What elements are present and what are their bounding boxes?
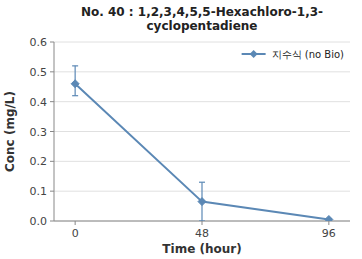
marker bbox=[71, 80, 79, 88]
marker bbox=[325, 216, 333, 221]
y-tick bbox=[50, 221, 54, 222]
x-tick-label: 48 bbox=[195, 227, 209, 240]
y-tick-label: 0.5 bbox=[30, 66, 48, 79]
x-axis-line bbox=[54, 221, 350, 222]
y-tick-label: 0.2 bbox=[30, 155, 48, 168]
grid-line bbox=[54, 101, 350, 102]
y-tick bbox=[50, 71, 54, 72]
y-tick-label: 0.1 bbox=[30, 185, 48, 198]
y-tick bbox=[50, 131, 54, 132]
legend-marker bbox=[250, 50, 258, 58]
y-tick bbox=[50, 161, 54, 162]
plot-area bbox=[71, 66, 333, 221]
x-tick bbox=[75, 221, 76, 225]
title: No. 40 : 1,2,3,4,5,5-Hexachloro-1,3-cycl… bbox=[81, 5, 323, 33]
chart-svg: No. 40 : 1,2,3,4,5,5-Hexachloro-1,3-cycl… bbox=[0, 0, 362, 259]
grid-line bbox=[54, 42, 350, 43]
legend-label: 지수식 (no Bio) bbox=[272, 49, 344, 60]
y-tick bbox=[50, 101, 54, 102]
y-tick-label: 0.6 bbox=[30, 36, 48, 49]
title-line: cyclopentadiene bbox=[146, 19, 257, 33]
error-cap bbox=[199, 220, 205, 221]
x-axis-label: Time (hour) bbox=[162, 242, 241, 256]
y-tick bbox=[50, 42, 54, 43]
y-tick-label: 0.4 bbox=[30, 96, 48, 109]
chart-container: No. 40 : 1,2,3,4,5,5-Hexachloro-1,3-cycl… bbox=[0, 0, 362, 259]
error-cap bbox=[72, 65, 78, 66]
grid-line bbox=[54, 161, 350, 162]
x-tick-label: 0 bbox=[72, 227, 79, 240]
y-tick-label: 0.3 bbox=[30, 126, 48, 139]
grid-line bbox=[54, 131, 350, 132]
title-line: No. 40 : 1,2,3,4,5,5-Hexachloro-1,3- bbox=[81, 5, 323, 19]
legend: 지수식 (no Bio) bbox=[242, 49, 344, 60]
error-cap bbox=[199, 182, 205, 183]
legend-item: 지수식 (no Bio) bbox=[242, 49, 344, 60]
x-tick bbox=[202, 221, 203, 225]
grid-line bbox=[54, 71, 350, 72]
y-tick-label: 0.0 bbox=[30, 215, 48, 228]
series-line bbox=[75, 84, 329, 220]
error-bar bbox=[199, 182, 205, 221]
error-cap bbox=[72, 95, 78, 96]
grid-line bbox=[54, 221, 350, 222]
y-tick bbox=[50, 191, 54, 192]
y-axis-line bbox=[54, 42, 55, 221]
marker bbox=[198, 198, 206, 206]
error-bar bbox=[72, 66, 78, 96]
x-tick bbox=[328, 221, 329, 225]
y-axis-label: Conc (mg/L) bbox=[3, 91, 17, 172]
x-tick-label: 96 bbox=[322, 227, 336, 240]
